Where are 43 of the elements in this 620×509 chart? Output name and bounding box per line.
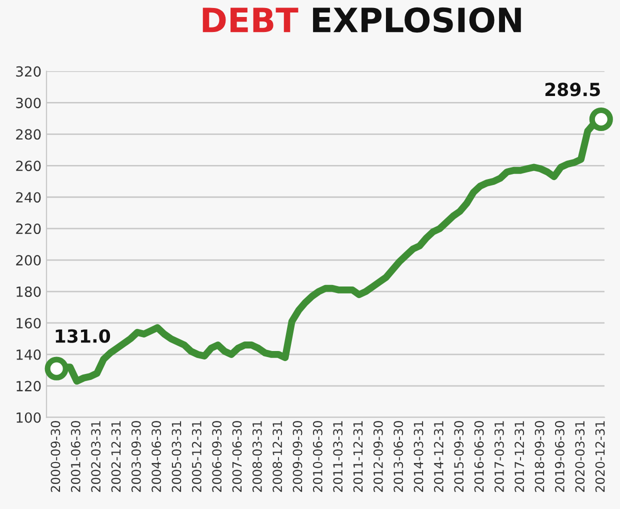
x-tick-label: 2017-03-31 <box>494 421 504 492</box>
x-tick-label: 2020-03-31 <box>575 421 585 492</box>
x-tick-label: 2001-06-30 <box>70 420 80 492</box>
y-tick-label: 280 <box>16 129 41 140</box>
x-tick-label: 2005-03-31 <box>172 421 182 492</box>
x-tick-label: 2017-12-31 <box>514 421 524 492</box>
x-tick-label: 2014-03-31 <box>414 421 424 492</box>
x-tick-label: 2014-12-31 <box>434 421 444 492</box>
y-tick-label: 120 <box>16 380 41 392</box>
y-tick-label: 320 <box>16 66 41 77</box>
y-tick-label: 300 <box>16 98 41 108</box>
x-tick-label: 2007-06-30 <box>232 420 242 492</box>
x-tick-label: 2005-12-31 <box>192 421 202 492</box>
x-tick-label: 2008-03-31 <box>252 421 262 492</box>
x-tick-label: 2013-06-30 <box>394 420 404 492</box>
x-tick-label: 2004-06-30 <box>152 420 162 492</box>
x-tick-label: 2015-09-30 <box>454 420 464 492</box>
x-tick-label: 2012-09-30 <box>373 420 383 492</box>
x-tick-label: 2011-12-31 <box>353 421 363 492</box>
y-tick-label: 160 <box>16 318 41 328</box>
y-tick-label: 240 <box>16 192 41 203</box>
annotation: 131.0 <box>56 329 110 343</box>
x-tick-label: 2006-09-30 <box>212 420 222 492</box>
x-tick-label: 2002-12-31 <box>111 421 121 492</box>
x-tick-label: 2011-03-31 <box>333 421 343 492</box>
annotation: 289.5 <box>545 82 600 96</box>
x-tick-label: 2009-09-30 <box>292 420 302 492</box>
y-tick-label: 200 <box>16 255 41 266</box>
y-tick-label: 140 <box>16 349 41 360</box>
x-tick-label: 2003-09-30 <box>131 420 141 492</box>
x-tick-label: 2008-12-31 <box>272 421 282 492</box>
x-tick-label: 2016-06-30 <box>474 420 484 492</box>
x-tick-label: 2000-09-30 <box>50 420 60 492</box>
x-tick-label: 2002-03-31 <box>91 421 101 492</box>
x-tick-label: 2010-06-30 <box>312 420 322 492</box>
y-tick-label: 220 <box>16 224 41 234</box>
x-tick-label: 2020-12-31 <box>595 421 605 492</box>
y-tick-label: 180 <box>16 286 41 297</box>
chart-title: DEBT EXPLOSION <box>202 7 521 33</box>
x-tick-label: 2019-06-30 <box>554 420 564 492</box>
x-tick-label: 2018-09-30 <box>534 420 544 492</box>
y-tick-label: 260 <box>16 160 41 172</box>
y-tick-label: 100 <box>16 412 41 423</box>
